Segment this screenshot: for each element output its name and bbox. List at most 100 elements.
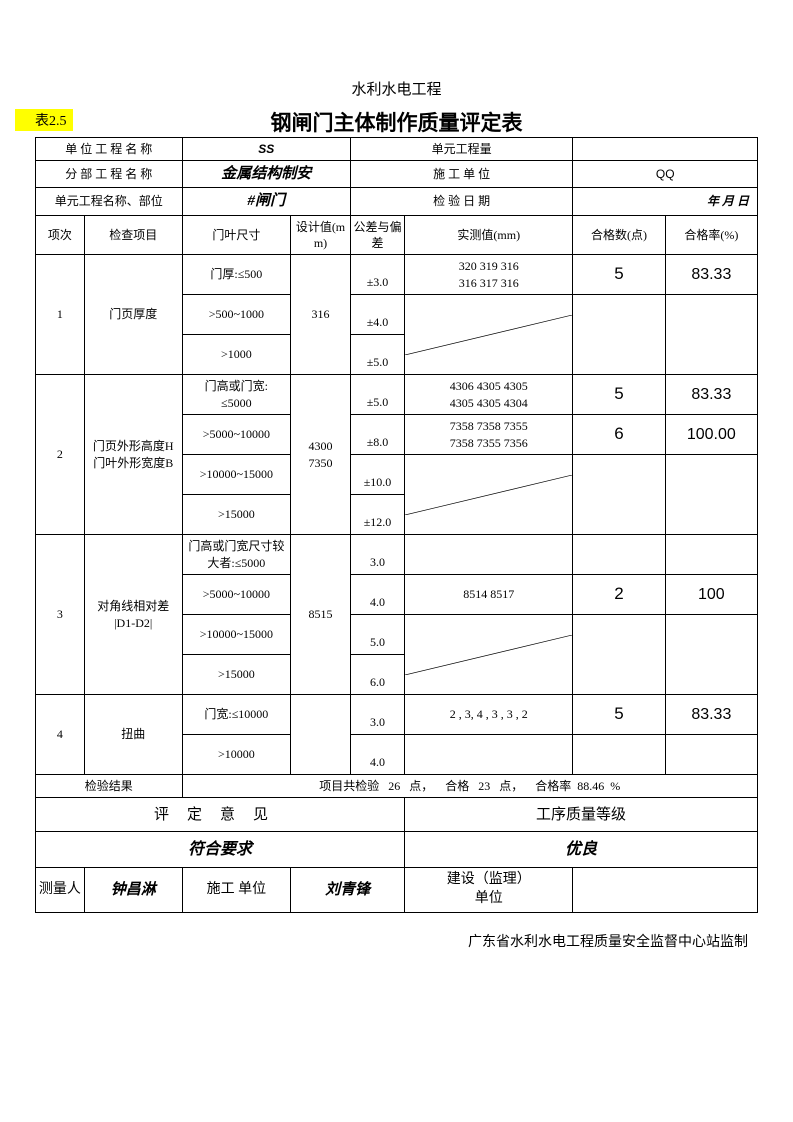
construct-unit-label: 施 工 单 位 — [350, 161, 573, 188]
cell-size: >5000~10000 — [182, 415, 291, 455]
cell-ok: 5 — [573, 375, 665, 415]
cell-item: 扭曲 — [84, 695, 182, 775]
construct-unit-value: QQ — [573, 161, 758, 188]
col-design: 设计值(mm) — [291, 215, 351, 254]
cell-size: 门高或门宽: ≤5000 — [182, 375, 291, 415]
hdr-row-3: 单元工程名称、部位 #闸门 检 验 日 期 年 月 日 — [36, 188, 758, 215]
unit-qty-value — [573, 138, 758, 161]
opinion-title-row: 评定意见 工序质量等级 — [36, 798, 758, 832]
construct-sign-value: 刘青锋 — [291, 868, 405, 913]
sub-project-label: 分 部 工 程 名 称 — [36, 161, 183, 188]
cell-tol: ±4.0 — [350, 295, 404, 335]
page-pretitle: 水利水电工程 — [35, 78, 758, 99]
measurer-label: 测量人 — [36, 868, 85, 913]
cell-design: 8515 — [291, 535, 351, 695]
inspect-date-label: 检 验 日 期 — [350, 188, 573, 215]
quality-table: 单 位 工 程 名 称 SS 单元工程量 分 部 工 程 名 称 金属结构制安 … — [35, 137, 758, 913]
cell-rate: 83.33 — [665, 695, 757, 735]
col-ok: 合格数(点) — [573, 215, 665, 254]
cell-meas: 4306 4305 4305 4305 4305 4304 — [405, 375, 573, 415]
cell-size: >10000~15000 — [182, 455, 291, 495]
cell-size: >15000 — [182, 495, 291, 535]
cell-tol: 3.0 — [350, 535, 404, 575]
opinion-left-title: 评定意见 — [36, 798, 405, 832]
cell-design: 4300 7350 — [291, 375, 351, 535]
col-rate: 合格率(%) — [665, 215, 757, 254]
unit-name-value: #闸门 — [182, 188, 350, 215]
col-meas: 实测值(mm) — [405, 215, 573, 254]
construct-sign-label: 施工 单位 — [182, 868, 291, 913]
cell-meas — [405, 535, 573, 575]
cell-ok: 2 — [573, 575, 665, 615]
cell-size: >5000~10000 — [182, 575, 291, 615]
cell-tol: ±3.0 — [350, 255, 404, 295]
inspect-date-value: 年 月 日 — [573, 188, 758, 215]
opinion-value-row: 符合要求 优良 — [36, 832, 758, 868]
table-row: 3对角线相对差 |D1-D2|门高或门宽尺寸较大者:≤500085153.0 — [36, 535, 758, 575]
cell-tol: ±5.0 — [350, 335, 404, 375]
cell-diag — [405, 615, 573, 695]
cell-rate — [665, 535, 757, 575]
cell-rate-empty — [665, 615, 757, 695]
cell-tol: ±12.0 — [350, 495, 404, 535]
table-row: 2门页外形高度H 门叶外形宽度B门高或门宽: ≤50004300 7350±5.… — [36, 375, 758, 415]
cell-ok: 5 — [573, 255, 665, 295]
column-headers: 项次 检查项目 门叶尺寸 设计值(mm) 公差与偏差 实测值(mm) 合格数(点… — [36, 215, 758, 254]
cell-size: 门宽:≤10000 — [182, 695, 291, 735]
result-text: 项目共检验 26 点， 合格 23 点， 合格率 88.46 % — [182, 775, 757, 798]
page-footer: 广东省水利水电工程质量安全监督中心站监制 — [35, 931, 758, 951]
cell-meas — [405, 735, 573, 775]
result-label: 检验结果 — [36, 775, 183, 798]
opinion-left-value: 符合要求 — [36, 832, 405, 868]
cell-idx: 1 — [36, 255, 85, 375]
cell-meas: 320 319 316 316 317 316 — [405, 255, 573, 295]
col-idx: 项次 — [36, 215, 85, 254]
cell-rate — [665, 735, 757, 775]
cell-rate: 83.33 — [665, 255, 757, 295]
cell-idx: 2 — [36, 375, 85, 535]
cell-rate: 100.00 — [665, 415, 757, 455]
hdr-row-1: 单 位 工 程 名 称 SS 单元工程量 — [36, 138, 758, 161]
cell-diag — [405, 295, 573, 375]
cell-rate-empty — [665, 455, 757, 535]
cell-design — [291, 695, 351, 775]
cell-tol: ±5.0 — [350, 375, 404, 415]
result-row: 检验结果 项目共检验 26 点， 合格 23 点， 合格率 88.46 % — [36, 775, 758, 798]
unit-project-label: 单 位 工 程 名 称 — [36, 138, 183, 161]
cell-meas: 7358 7358 7355 7358 7355 7356 — [405, 415, 573, 455]
measurer-value: 钟昌淋 — [84, 868, 182, 913]
cell-design: 316 — [291, 255, 351, 375]
sub-project-value: 金属结构制安 — [182, 161, 350, 188]
cell-item: 门页外形高度H 门叶外形宽度B — [84, 375, 182, 535]
cell-ok: 5 — [573, 695, 665, 735]
cell-tol: 4.0 — [350, 575, 404, 615]
cell-ok: 6 — [573, 415, 665, 455]
opinion-right-value: 优良 — [405, 832, 758, 868]
col-tol: 公差与偏差 — [350, 215, 404, 254]
cell-diag — [405, 455, 573, 535]
cell-tol: ±10.0 — [350, 455, 404, 495]
build-sign-label: 建设（监理） 单位 — [405, 868, 573, 913]
cell-rate: 100 — [665, 575, 757, 615]
table-tag: 表2.5 — [15, 109, 73, 131]
cell-tol: 3.0 — [350, 695, 404, 735]
hdr-row-2: 分 部 工 程 名 称 金属结构制安 施 工 单 位 QQ — [36, 161, 758, 188]
cell-idx: 4 — [36, 695, 85, 775]
cell-meas: 2 , 3, 4 , 3 , 3 , 2 — [405, 695, 573, 735]
cell-size: 门高或门宽尺寸较大者:≤5000 — [182, 535, 291, 575]
table-row: 4扭曲门宽:≤100003.02 , 3, 4 , 3 , 3 , 2583.3… — [36, 695, 758, 735]
cell-ok-empty — [573, 615, 665, 695]
cell-item: 门页厚度 — [84, 255, 182, 375]
col-item: 检查项目 — [84, 215, 182, 254]
cell-size: >10000~15000 — [182, 615, 291, 655]
cell-size: >15000 — [182, 655, 291, 695]
cell-tol: ±8.0 — [350, 415, 404, 455]
cell-ok — [573, 535, 665, 575]
opinion-right-title: 工序质量等级 — [405, 798, 758, 832]
page-title: 钢闸门主体制作质量评定表 — [35, 107, 758, 137]
cell-rate-empty — [665, 295, 757, 375]
cell-size: 门厚:≤500 — [182, 255, 291, 295]
sign-row: 测量人 钟昌淋 施工 单位 刘青锋 建设（监理） 单位 — [36, 868, 758, 913]
unit-project-value: SS — [182, 138, 350, 161]
cell-meas: 8514 8517 — [405, 575, 573, 615]
